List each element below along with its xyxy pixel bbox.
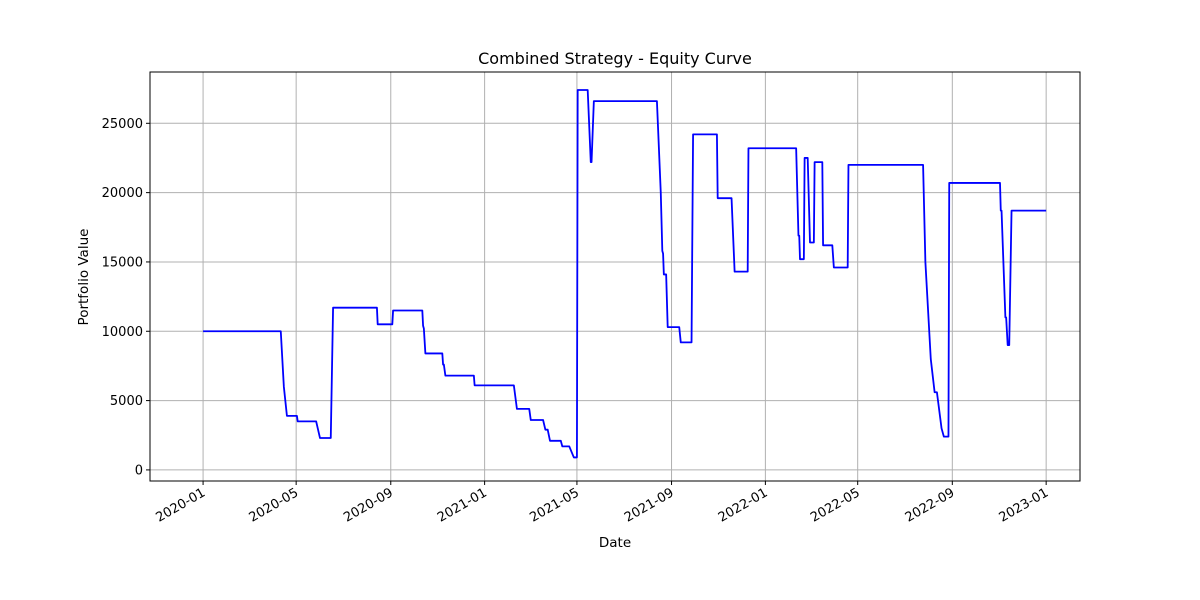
x-tick-label: 2022-09	[903, 485, 958, 525]
y-tick-label: 20000	[102, 186, 143, 201]
x-tick-label: 2020-05	[247, 485, 302, 525]
x-tick-label: 2020-01	[154, 485, 209, 525]
y-tick-label: 15000	[102, 255, 143, 270]
y-tick-label: 5000	[110, 394, 143, 409]
y-tick-label: 0	[135, 463, 143, 478]
series-layer	[203, 89, 1047, 459]
x-axis-label: Date	[599, 535, 631, 551]
x-tick-label: 2020-09	[341, 485, 396, 525]
x-tick-label: 2021-01	[435, 485, 490, 525]
x-tick-label: 2022-01	[716, 485, 771, 525]
x-tick-label: 2021-09	[622, 485, 677, 525]
x-tick-label: 2022-05	[808, 485, 863, 525]
y-tick-label: 25000	[102, 117, 143, 132]
x-tick-label: 2021-05	[527, 485, 582, 525]
chart-title: Combined Strategy - Equity Curve	[478, 49, 752, 68]
y-ticks: 0 5000 10000 15000 20000 25000	[102, 117, 150, 478]
equity-curve-line	[203, 89, 1047, 459]
plot-frame	[149, 71, 1081, 482]
y-axis-label: Portfolio Value	[76, 229, 92, 326]
x-tick-label: 2023-01	[997, 485, 1052, 525]
y-tick-label: 10000	[102, 325, 143, 340]
x-ticks: 2020-01 2020-05 2020-09 2021-01 2021-05 2021-…	[154, 481, 1052, 526]
